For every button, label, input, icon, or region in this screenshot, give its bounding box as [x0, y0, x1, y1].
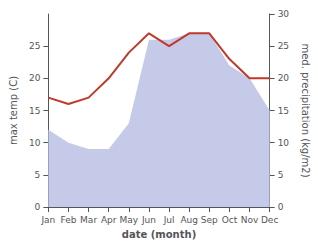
svg-text:Feb: Feb	[61, 215, 77, 225]
svg-text:Mar: Mar	[80, 215, 97, 225]
svg-text:5: 5	[278, 170, 284, 180]
svg-text:25: 25	[278, 41, 289, 51]
svg-text:25: 25	[29, 41, 40, 51]
svg-text:10: 10	[278, 138, 290, 148]
svg-text:Jun: Jun	[141, 215, 156, 225]
svg-text:max temp (C): max temp (C)	[8, 76, 19, 145]
svg-text:May: May	[120, 215, 139, 225]
svg-text:10: 10	[29, 138, 41, 148]
svg-text:30: 30	[278, 9, 290, 19]
svg-text:15: 15	[29, 106, 40, 116]
svg-text:date (month): date (month)	[122, 229, 196, 240]
svg-text:0: 0	[35, 202, 41, 212]
svg-text:Dec: Dec	[261, 215, 278, 225]
svg-text:Oct: Oct	[222, 215, 238, 225]
svg-text:Jan: Jan	[40, 215, 55, 225]
svg-text:Jul: Jul	[163, 215, 175, 225]
svg-text:5: 5	[35, 170, 41, 180]
svg-text:Aug: Aug	[180, 215, 198, 225]
svg-text:15: 15	[278, 106, 289, 116]
svg-text:20: 20	[29, 73, 41, 83]
svg-text:med. precipitation (kg/m2): med. precipitation (kg/m2)	[300, 43, 311, 177]
svg-text:20: 20	[278, 73, 290, 83]
svg-text:0: 0	[278, 202, 284, 212]
svg-text:Sep: Sep	[201, 215, 218, 225]
svg-text:Apr: Apr	[101, 215, 117, 225]
svg-text:Nov: Nov	[241, 215, 259, 225]
